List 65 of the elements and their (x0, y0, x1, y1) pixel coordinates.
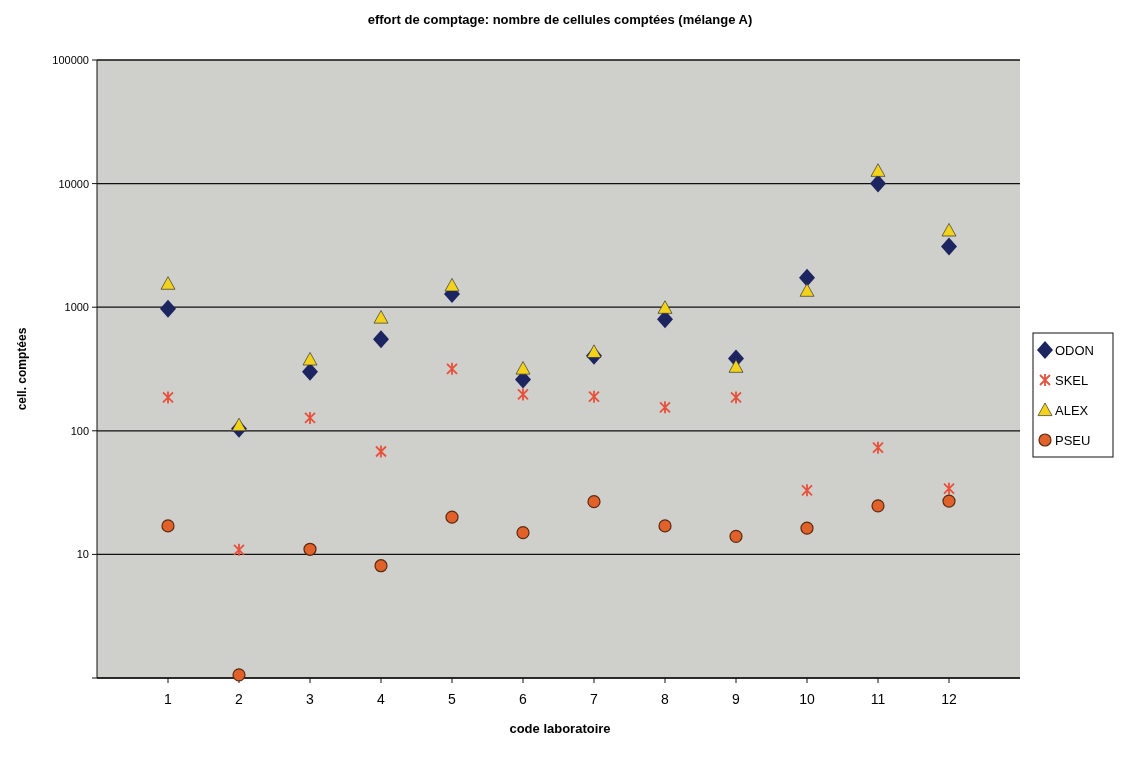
point (373, 310, 389, 324)
y-tick-label: 1000 (64, 301, 89, 314)
point (658, 519, 672, 533)
point (941, 237, 957, 256)
point (942, 494, 956, 508)
legend-label: SKEL (1055, 373, 1089, 388)
x-tick-label: 5 (448, 691, 457, 707)
point (517, 387, 529, 402)
point (161, 519, 175, 533)
point (231, 417, 247, 432)
x-tick-label: 4 (377, 691, 386, 707)
point (728, 359, 744, 373)
point (160, 276, 176, 290)
x-tick-label: 3 (306, 691, 315, 707)
point (657, 300, 673, 314)
x-tick-label: 12 (941, 691, 957, 707)
point (659, 400, 671, 415)
point (160, 299, 176, 318)
point (870, 174, 886, 193)
point (304, 411, 316, 425)
y-tick-label: 100 (70, 424, 89, 437)
x-tick-label: 8 (661, 691, 670, 707)
point (446, 361, 458, 376)
point (232, 668, 246, 682)
point (303, 542, 317, 556)
chart-title: effort de comptage: nombre de cellules comptées (mélange A) (367, 12, 753, 27)
point (801, 483, 813, 498)
point (799, 283, 815, 297)
point (515, 361, 531, 375)
y-tick-label: 10 (76, 548, 89, 561)
point (374, 559, 388, 573)
y-tick-label: 100000 (52, 54, 89, 66)
x-tick-label: 2 (235, 691, 244, 707)
point (730, 390, 742, 405)
point (872, 440, 884, 455)
point (587, 495, 601, 509)
point (302, 352, 318, 366)
point (373, 330, 389, 349)
x-tick-label: 1 (164, 691, 173, 707)
point (516, 526, 530, 540)
point (375, 444, 387, 459)
point (233, 542, 245, 557)
point (799, 268, 815, 287)
y-tick-label: 10000 (58, 177, 89, 190)
point (870, 163, 886, 177)
x-tick-label: 9 (732, 691, 741, 707)
x-tick-label: 10 (799, 691, 815, 707)
point (162, 390, 174, 405)
point (941, 223, 957, 237)
legend-label: ALEX (1055, 403, 1089, 418)
x-axis-title: code laboratoire (509, 721, 611, 736)
point (943, 481, 955, 496)
legend-label: PSEU (1055, 433, 1091, 448)
point (445, 510, 459, 524)
point (871, 499, 885, 513)
point (588, 389, 600, 404)
point (800, 521, 814, 535)
x-tick-label: 11 (870, 691, 886, 707)
point (586, 344, 602, 358)
legend-label: ODON (1055, 343, 1094, 358)
point (444, 278, 460, 292)
x-tick-label: 6 (519, 691, 528, 707)
x-tick-label: 7 (590, 691, 599, 707)
y-axis-title: cell. comptées (15, 327, 29, 411)
point (729, 529, 743, 543)
